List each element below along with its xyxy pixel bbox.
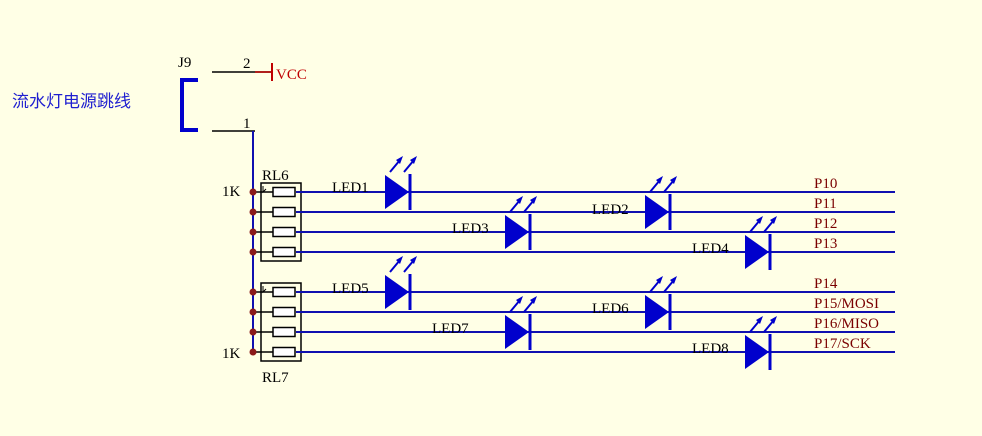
net-label-p13: P13 — [814, 236, 837, 252]
rl6-resistor-4 — [272, 246, 296, 258]
led-6-label: LED6 — [592, 301, 629, 317]
net-label-p17: P17/SCK — [814, 336, 871, 352]
vcc-power-port: VCC — [255, 63, 307, 83]
led-3-label: LED3 — [452, 221, 489, 237]
rl6-body — [260, 182, 302, 262]
jumper-designator: J9 — [178, 55, 191, 71]
jumper-description: 流水灯电源跳线 — [12, 92, 131, 112]
led-8-label: LED8 — [692, 341, 729, 357]
rl7-designator: RL7 — [262, 370, 289, 386]
rl7-resistor-4 — [272, 346, 296, 358]
led-6: LED6 — [592, 274, 679, 332]
rl6-resistor-2 — [272, 206, 296, 218]
junction-dot — [249, 208, 257, 216]
net-lines — [296, 191, 895, 353]
led-8: LED8 — [692, 314, 779, 372]
rl6-value: 1K — [222, 184, 241, 200]
rl7-value: 1K — [222, 346, 241, 362]
vcc-label: VCC — [276, 67, 307, 83]
resistor-network-rl6: RL6 1K — [222, 168, 302, 262]
net-label-p11: P11 — [814, 196, 837, 212]
rl6-resistor-3 — [272, 226, 296, 238]
rl6-designator: RL6 — [262, 168, 289, 184]
led-5-label: LED5 — [332, 281, 369, 297]
led-1: LED1 — [332, 154, 419, 212]
net-label-p16: P16/MISO — [814, 316, 879, 332]
net-label-p14: P14 — [814, 276, 838, 292]
jumper-pin1-label: 1 — [243, 116, 251, 132]
junction-dot — [249, 328, 257, 336]
led-1-label: LED1 — [332, 180, 369, 196]
led-7-label: LED7 — [432, 321, 469, 337]
jumper-bracket — [180, 78, 198, 132]
rl7-body — [260, 282, 302, 362]
net-label-p10: P10 — [814, 176, 837, 192]
led-4-label: LED4 — [692, 241, 729, 257]
junction-dot — [249, 248, 257, 256]
resistor-network-rl7: RL7 1K — [222, 282, 302, 386]
rl7-resistor-3 — [272, 326, 296, 338]
led-3: LED3 — [452, 194, 539, 252]
rl7-resistor-2 — [272, 306, 296, 318]
rl6-resistor-1 — [272, 186, 296, 198]
led-5: LED5 — [332, 254, 419, 312]
net-labels: P10 P11 P12 P13 P14 P15/MOSI P16/MISO P1… — [814, 176, 879, 352]
net-label-p15: P15/MOSI — [814, 296, 879, 312]
junction-dot — [249, 228, 257, 236]
rl7-resistor-1 — [272, 286, 296, 298]
junction-dot — [249, 348, 257, 356]
junction-dot — [249, 188, 257, 196]
led-2-label: LED2 — [592, 202, 629, 218]
junction-dot — [249, 288, 257, 296]
junction-dots — [249, 188, 257, 356]
junction-dot — [249, 308, 257, 316]
net-label-p12: P12 — [814, 216, 837, 232]
jumper-j9: J9 2 1 流水灯电源跳线 — [12, 55, 272, 132]
led-4: LED4 — [692, 214, 779, 272]
jumper-pin2-label: 2 — [243, 56, 251, 72]
led-2: LED2 — [592, 174, 679, 232]
led-7: LED7 — [432, 294, 539, 352]
